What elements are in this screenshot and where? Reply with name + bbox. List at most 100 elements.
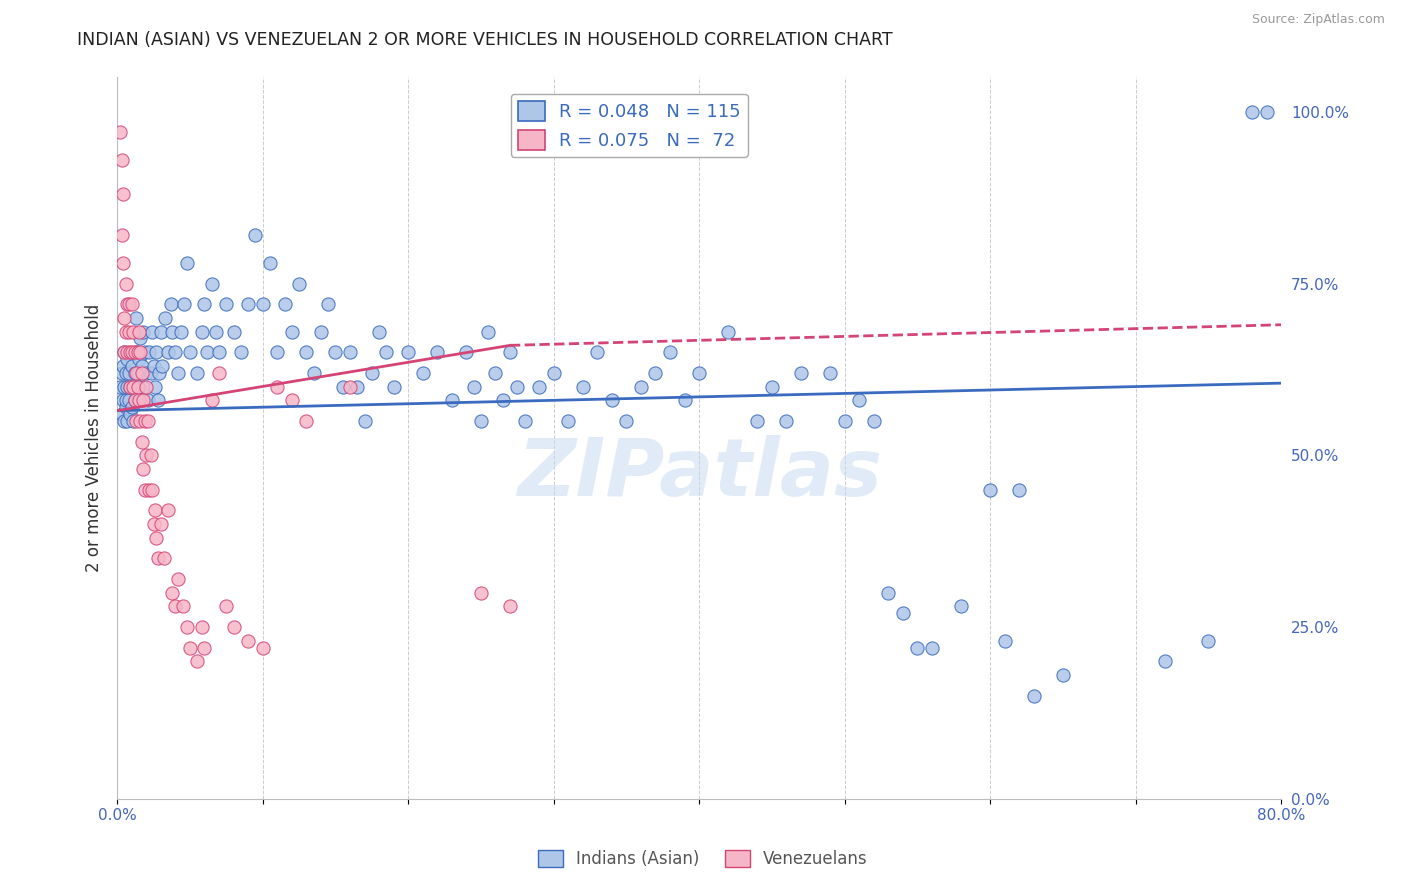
Point <box>600 393 623 408</box>
Point <box>120 345 142 359</box>
Point <box>108 379 131 393</box>
Point <box>717 325 740 339</box>
Point <box>150 359 173 373</box>
Point <box>117 352 139 367</box>
Point <box>659 345 682 359</box>
Point <box>527 379 550 393</box>
Point <box>506 379 529 393</box>
Point <box>114 310 136 325</box>
Point <box>302 366 325 380</box>
Point <box>129 345 152 359</box>
Point <box>266 379 288 393</box>
Point <box>121 345 143 359</box>
Point <box>201 393 224 408</box>
Point <box>571 379 593 393</box>
Point <box>463 379 485 393</box>
Point <box>115 325 138 339</box>
Text: ZIPatlas: ZIPatlas <box>516 435 882 513</box>
Point <box>616 414 638 428</box>
Point <box>818 366 841 380</box>
Point <box>281 325 304 339</box>
Point <box>222 325 245 339</box>
Point <box>132 379 155 393</box>
Point <box>499 599 522 614</box>
Point <box>128 393 150 408</box>
Point <box>122 379 145 393</box>
Point <box>332 379 354 393</box>
Point <box>477 325 499 339</box>
Point <box>834 414 856 428</box>
Point <box>176 620 198 634</box>
Point <box>1153 654 1175 668</box>
Point <box>114 345 136 359</box>
Point <box>426 345 449 359</box>
Point <box>128 379 150 393</box>
Point <box>543 366 565 380</box>
Point <box>470 414 492 428</box>
Point <box>135 448 157 462</box>
Text: Source: ZipAtlas.com: Source: ZipAtlas.com <box>1251 13 1385 27</box>
Legend: R = 0.048   N = 115, R = 0.075   N =  72: R = 0.048 N = 115, R = 0.075 N = 72 <box>510 94 748 157</box>
Point <box>115 400 138 414</box>
Point <box>905 640 928 655</box>
Point <box>165 345 187 359</box>
Point <box>470 585 492 599</box>
Point <box>127 366 149 380</box>
Point <box>259 256 281 270</box>
Y-axis label: 2 or more Vehicles in Household: 2 or more Vehicles in Household <box>86 304 103 573</box>
Point <box>994 633 1017 648</box>
Point <box>120 379 142 393</box>
Point <box>170 325 193 339</box>
Point <box>122 379 145 393</box>
Point <box>110 366 132 380</box>
Point <box>176 256 198 270</box>
Point <box>316 297 339 311</box>
Point <box>747 414 769 428</box>
Point <box>921 640 943 655</box>
Point <box>190 620 212 634</box>
Point <box>353 414 375 428</box>
Point <box>136 414 159 428</box>
Point <box>368 325 391 339</box>
Point <box>142 359 165 373</box>
Point <box>1256 104 1278 119</box>
Point <box>117 345 139 359</box>
Point <box>121 359 143 373</box>
Point <box>891 607 914 621</box>
Point <box>557 414 579 428</box>
Point <box>186 366 208 380</box>
Point <box>131 359 153 373</box>
Point <box>120 379 142 393</box>
Point <box>295 345 318 359</box>
Point <box>142 516 165 531</box>
Point <box>252 640 274 655</box>
Point <box>848 393 870 408</box>
Point <box>139 448 162 462</box>
Point <box>141 325 163 339</box>
Point <box>360 366 382 380</box>
Point <box>149 516 172 531</box>
Point <box>513 414 536 428</box>
Point <box>118 393 141 408</box>
Point <box>124 345 146 359</box>
Point <box>775 414 797 428</box>
Point <box>484 366 506 380</box>
Point <box>145 531 167 545</box>
Point <box>208 366 231 380</box>
Point <box>118 325 141 339</box>
Point <box>146 393 169 408</box>
Point <box>673 393 696 408</box>
Legend: Indians (Asian), Venezuelans: Indians (Asian), Venezuelans <box>531 843 875 875</box>
Point <box>375 345 398 359</box>
Point <box>127 345 149 359</box>
Point <box>236 297 259 311</box>
Point <box>950 599 973 614</box>
Point <box>160 297 183 311</box>
Point <box>197 345 219 359</box>
Point <box>124 393 146 408</box>
Point <box>190 325 212 339</box>
Point <box>492 393 515 408</box>
Point <box>131 366 153 380</box>
Point <box>688 366 710 380</box>
Point <box>134 414 156 428</box>
